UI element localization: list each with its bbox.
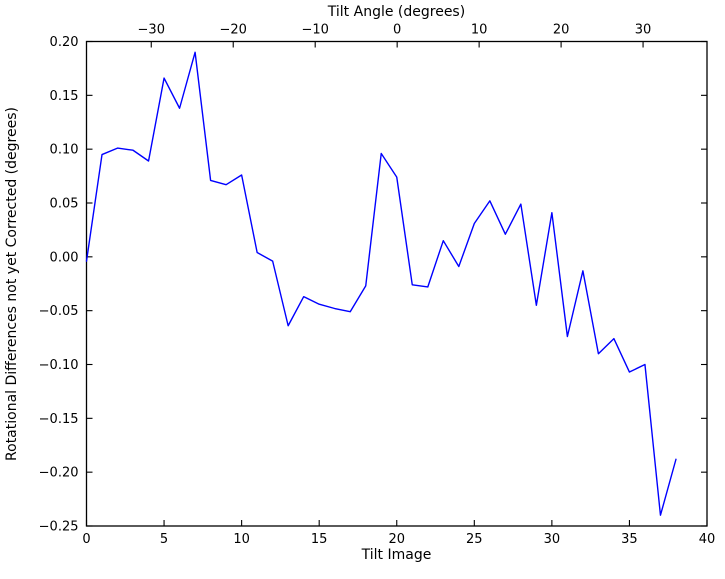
x-tick-label: 15 — [311, 532, 328, 547]
top-tick-label: 20 — [553, 23, 570, 38]
x-axis-title: Tilt Image — [361, 547, 432, 563]
top-tick-label: −20 — [220, 23, 247, 38]
x-tick-label: 10 — [233, 532, 250, 547]
y-tick-label: −0.10 — [39, 358, 79, 373]
x-tick-label: 35 — [621, 532, 638, 547]
y-tick-label: 0.15 — [50, 89, 79, 104]
y-tick-label: 0.20 — [50, 35, 79, 50]
x-tick-label: 25 — [466, 532, 483, 547]
x-tick-label: 40 — [699, 532, 716, 547]
top-tick-label: 30 — [635, 23, 652, 38]
y-tick-label: 0.05 — [50, 196, 79, 211]
y-tick-label: −0.20 — [39, 466, 79, 481]
top-axis-title: Tilt Angle (degrees) — [327, 4, 466, 20]
y-tick-label: 0.10 — [50, 143, 79, 158]
x-tick-label: 5 — [160, 532, 168, 547]
top-tick-label: 0 — [393, 23, 401, 38]
plot-frame — [85, 40, 708, 527]
y-tick-label: −0.25 — [39, 519, 79, 534]
top-tick-label: −10 — [301, 23, 328, 38]
top-tick-label: −30 — [138, 23, 165, 38]
x-tick-label: 30 — [544, 532, 561, 547]
y-tick-label: −0.15 — [39, 412, 79, 427]
x-tick-label: 0 — [82, 532, 90, 547]
y-axis-title: Rotational Differences not yet Corrected… — [4, 107, 20, 461]
y-tick-label: 0.00 — [50, 250, 79, 265]
data-line-rotational-difference — [85, 51, 677, 516]
x-tick-label: 20 — [388, 532, 405, 547]
top-tick-label: 10 — [471, 23, 488, 38]
y-tick-label: −0.05 — [39, 304, 79, 319]
